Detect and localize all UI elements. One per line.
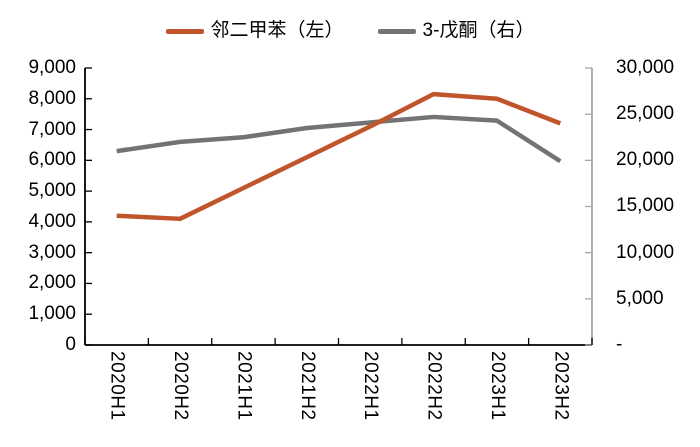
left-axis-label: 1,000 <box>28 303 76 325</box>
x-axis-label: 2022H2 <box>423 351 445 421</box>
left-axis-label: 6,000 <box>28 149 76 171</box>
right-axis-label: 20,000 <box>616 149 675 171</box>
x-axis-label: 2022H1 <box>360 351 382 421</box>
left-axis-label: 0 <box>65 333 76 355</box>
series-line-3-pentanone <box>116 114 562 164</box>
legend-item-o-xylene: 邻二甲苯（左） <box>165 19 344 43</box>
right-axis-label: 10,000 <box>616 241 675 263</box>
pentanone-line-swatch-icon <box>377 28 416 34</box>
legend-label: 邻二甲苯（左） <box>210 20 344 41</box>
chart-legend: 邻二甲苯（左） 3-戊酮（右） <box>0 18 700 44</box>
series-line-o-xylene <box>116 91 562 222</box>
x-axis-labels: 2020H1 2020H2 2021H1 2021H2 2022H1 2022H… <box>85 351 592 443</box>
x-axis-label: 2023H1 <box>486 351 508 421</box>
legend-label: 3-戊酮（右） <box>422 20 535 41</box>
x-axis-label: 2020H1 <box>106 351 128 421</box>
left-axis-label: 4,000 <box>28 210 76 232</box>
x-axis-label: 2023H2 <box>550 351 572 421</box>
left-axis-labels: 9,000 8,000 7,000 6,000 5,000 4,000 3,00… <box>0 58 76 355</box>
right-axis-label: 30,000 <box>616 57 675 78</box>
o-xylene-line-swatch-icon <box>165 28 204 34</box>
x-axis-label: 2021H2 <box>296 351 318 421</box>
right-axis-label: 25,000 <box>616 103 675 125</box>
left-axis-label: 7,000 <box>28 118 76 140</box>
left-axis-label: 3,000 <box>28 241 76 263</box>
left-axis-label: 8,000 <box>28 87 76 109</box>
x-axis-label: 2021H1 <box>233 351 255 421</box>
left-axis-label: 2,000 <box>28 272 76 294</box>
right-axis-label: 5,000 <box>616 287 664 309</box>
left-axis-label: 5,000 <box>28 180 76 202</box>
right-axis-labels: 30,000 25,000 20,000 15,000 10,000 5,000… <box>616 58 700 355</box>
right-axis-label: - <box>616 333 623 355</box>
x-axis-label: 2020H2 <box>170 351 192 421</box>
left-axis-label: 9,000 <box>28 57 76 78</box>
legend-item-3-pentanone: 3-戊酮（右） <box>377 19 535 43</box>
right-axis-label: 15,000 <box>616 195 675 217</box>
